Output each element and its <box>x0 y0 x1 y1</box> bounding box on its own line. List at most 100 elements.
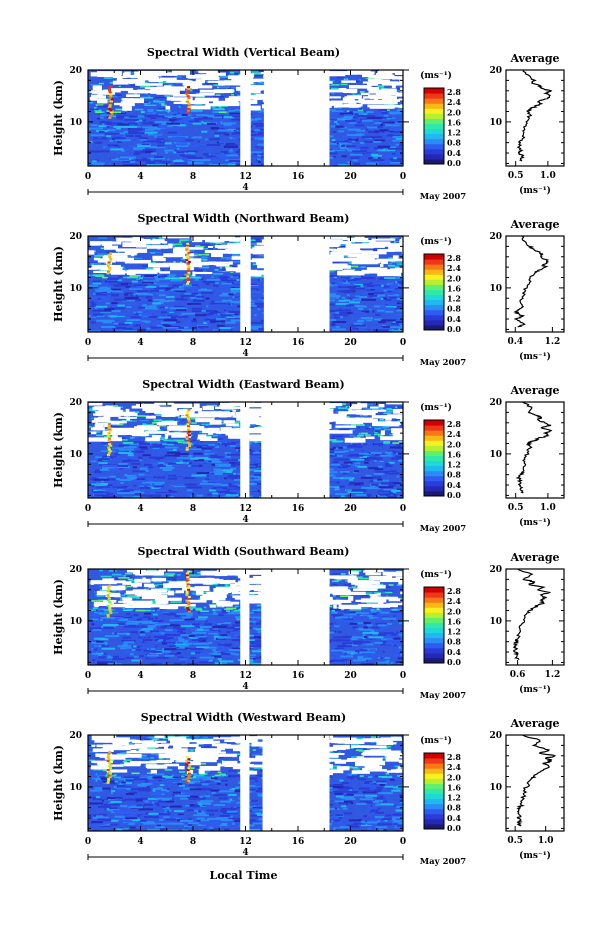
heatmap-cell <box>179 261 183 264</box>
heatmap-cell <box>254 467 259 470</box>
heatmap-cell <box>99 463 110 466</box>
heatmap-cell <box>88 162 105 165</box>
heatmap-cell <box>343 428 356 431</box>
heatmap-cell <box>159 300 170 303</box>
heatmap-cell <box>111 115 116 118</box>
heatmap-cell <box>100 247 106 250</box>
heatmap-cell <box>183 477 196 480</box>
feature-cell <box>186 111 190 114</box>
heatmap-cell <box>253 153 257 156</box>
missing-data <box>102 241 108 245</box>
heatmap-cell <box>120 110 131 113</box>
heatmap-cell <box>196 472 210 475</box>
heatmap-cell <box>248 449 252 452</box>
heatmap-cell <box>225 290 239 293</box>
colorbar-tick-label: 2.8 <box>447 253 461 263</box>
heatmap-cell <box>165 146 169 149</box>
feature-cell <box>186 253 190 256</box>
heatmap-cell <box>90 304 96 307</box>
heatmap-cell <box>347 312 352 315</box>
heatmap-cell <box>249 142 256 145</box>
heatmap-cell <box>94 141 102 144</box>
heatmap-cell <box>231 94 235 96</box>
heatmap-cell <box>255 444 259 447</box>
heatmap-cell <box>331 328 346 331</box>
heatmap-cell <box>342 136 356 139</box>
missing-data <box>144 86 169 90</box>
heatmap-cell <box>372 249 378 251</box>
heatmap-cell <box>350 489 367 492</box>
heatmap-cell <box>371 154 382 157</box>
heatmap-cell <box>338 428 350 431</box>
heatmap-cell <box>233 281 239 284</box>
heatmap-cell <box>134 92 138 95</box>
heatmap-cell <box>90 124 98 127</box>
heatmap-cell <box>215 488 223 491</box>
heatmap-cell <box>124 442 139 445</box>
heatmap-cell <box>131 127 146 130</box>
heatmap-cell <box>158 141 166 144</box>
heatmap-cell <box>179 239 190 241</box>
heatmap-cell <box>254 313 264 316</box>
heatmap-cell <box>221 442 226 444</box>
heatmap-cell <box>173 261 176 263</box>
colorbar-segment <box>424 274 444 280</box>
heatmap-cell <box>253 120 257 123</box>
heatmap-cell <box>249 455 261 458</box>
heatmap-cell <box>229 489 245 492</box>
heatmap-cell <box>253 302 265 305</box>
missing-data <box>188 105 211 110</box>
heatmap-cell <box>234 313 239 316</box>
missing-data <box>151 434 162 438</box>
feature-cell <box>186 242 190 245</box>
heatmap-cell <box>197 140 200 143</box>
heatmap-cell <box>357 320 365 323</box>
heatmap-cell <box>110 148 124 151</box>
colorbar-segment <box>424 324 444 331</box>
heatmap-cell <box>152 302 161 305</box>
missing-data <box>89 96 98 101</box>
heatmap-cell <box>159 237 164 240</box>
heatmap-cell <box>208 247 214 250</box>
heatmap-cell <box>339 112 353 115</box>
heatmap-cell <box>111 294 120 297</box>
missing-data <box>199 89 227 93</box>
colorbar-tick-label: 1.6 <box>447 283 461 293</box>
heatmap-cell <box>335 490 343 493</box>
heatmap-cell <box>225 258 234 260</box>
heatmap-cell <box>106 163 114 166</box>
heatmap-cell <box>129 132 145 135</box>
colorbar-tick-label: 0.0 <box>447 158 461 168</box>
heatmap-cell <box>153 419 163 421</box>
heatmap-cell <box>199 464 202 467</box>
heatmap-cell <box>161 490 177 493</box>
heatmap-cell <box>390 236 399 239</box>
heatmap-cell <box>141 320 147 323</box>
heatmap-cell <box>119 158 130 161</box>
heatmap-cell <box>249 276 265 279</box>
feature-cell <box>110 98 114 101</box>
heatmap-cell <box>160 128 176 131</box>
heatmap-cell <box>93 274 104 276</box>
heatmap-cell <box>348 116 358 119</box>
heatmap-cell <box>91 251 100 254</box>
heatmap-cell <box>184 483 198 486</box>
heatmap-cell <box>123 137 136 140</box>
heatmap-cell <box>389 112 397 115</box>
feature-cell <box>108 268 112 271</box>
heatmap-cell <box>225 308 233 311</box>
heatmap-cell <box>90 458 99 461</box>
heatmap-cell <box>394 151 403 154</box>
missing-data <box>354 236 365 240</box>
heatmap-cell <box>383 289 394 292</box>
missing-data <box>371 238 396 241</box>
colorbar-tick-label: 1.2 <box>447 294 461 304</box>
heatmap-cell <box>169 440 177 443</box>
heatmap-cell <box>146 164 161 166</box>
panel-3: Spectral Width (Eastward Beam)1020Height… <box>52 378 565 534</box>
heatmap-cell <box>392 442 399 444</box>
heatmap-cell <box>347 445 363 448</box>
heatmap-cell <box>194 128 199 131</box>
heatmap-cell <box>343 102 352 105</box>
heatmap-cell <box>104 327 113 330</box>
